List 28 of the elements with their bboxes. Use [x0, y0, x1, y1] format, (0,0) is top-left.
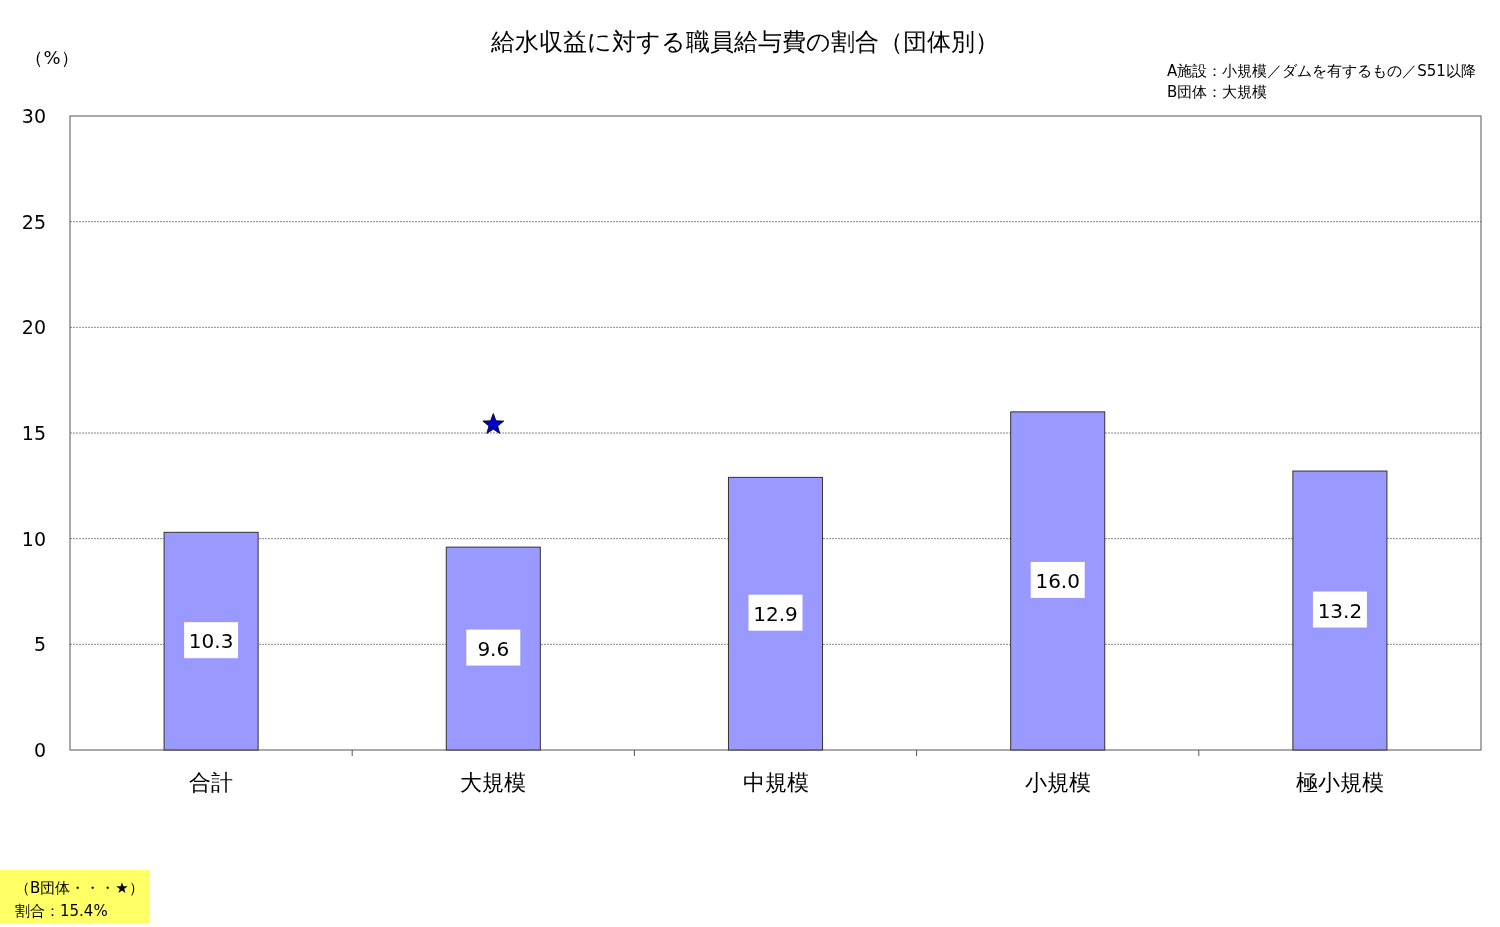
x-tick-label: 小規模	[1024, 770, 1091, 795]
bar	[727, 476, 824, 751]
x-tick-label: 中規模	[742, 770, 809, 795]
y-tick-label: 20	[21, 316, 46, 339]
text: 割合：15.4%	[15, 902, 108, 920]
data-label: 16.0	[1035, 568, 1080, 593]
data-label: 12.9	[753, 601, 798, 626]
y-tick-label: 15	[21, 422, 46, 444]
x-tick-label: 合計	[189, 770, 234, 795]
data-label: 9.6	[477, 636, 510, 661]
bar	[163, 531, 259, 751]
data-label: 13.2	[1317, 598, 1363, 623]
text: B団体：大規模	[1167, 83, 1268, 101]
y-tick-label: 10	[21, 527, 46, 550]
x-tick-label: 極小規模	[1295, 770, 1384, 795]
chart-title: 給水収益に対する職員給与費の割合（団体別）	[490, 28, 999, 56]
bar	[1292, 470, 1388, 751]
y-axis-title: （%）	[25, 47, 79, 68]
y-tick-label: 30	[21, 105, 46, 127]
text: A施設：小規模／ダムを有するもの／S51以降	[1167, 62, 1476, 80]
y-tick-label: 5	[33, 633, 46, 656]
bar	[1010, 411, 1106, 751]
text: （B団体・・・★）	[15, 879, 144, 897]
y-tick-label: 25	[21, 210, 46, 233]
x-tick-label: 大規模	[460, 770, 527, 795]
data-label: 10.3	[188, 629, 234, 654]
bar	[445, 546, 541, 751]
y-tick-label: 0	[33, 739, 46, 761]
